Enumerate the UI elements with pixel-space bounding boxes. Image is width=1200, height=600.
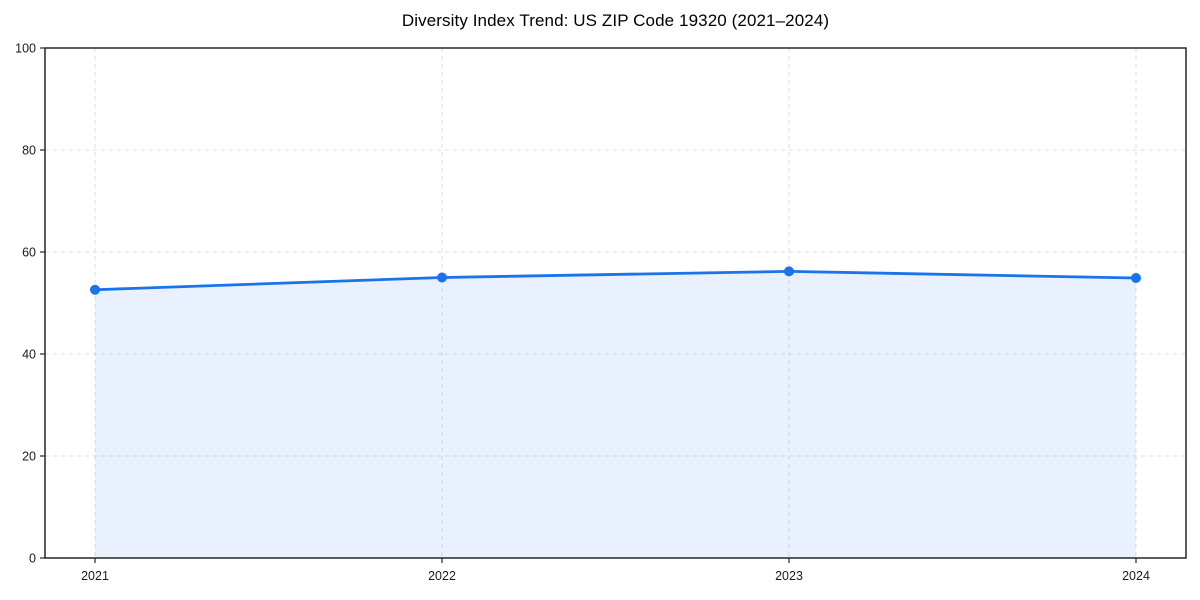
data-point-2022 [437,272,447,283]
y-tick-label-80: 80 [22,144,36,158]
plot-border [44,47,1187,559]
y-tick-label-60: 60 [22,246,36,260]
y-tick-label-20: 20 [22,450,36,464]
x-tick-label-2023: 2023 [775,569,803,583]
data-point-2023 [784,266,794,277]
x-tick-label-2024: 2024 [1122,569,1150,583]
y-tick-label-40: 40 [22,348,36,362]
y-tick-label-0: 0 [29,552,36,566]
data-point-2024 [1131,273,1141,284]
trend-line [93,269,1138,292]
y-tick-label-100: 100 [15,42,36,56]
chart-title: Diversity Index Trend: US ZIP Code 19320… [401,11,830,30]
data-point-2021 [90,284,100,295]
x-tick-label-2021: 2021 [81,569,109,583]
x-tick-label-2022: 2022 [428,569,456,583]
area-fill [95,271,1136,558]
